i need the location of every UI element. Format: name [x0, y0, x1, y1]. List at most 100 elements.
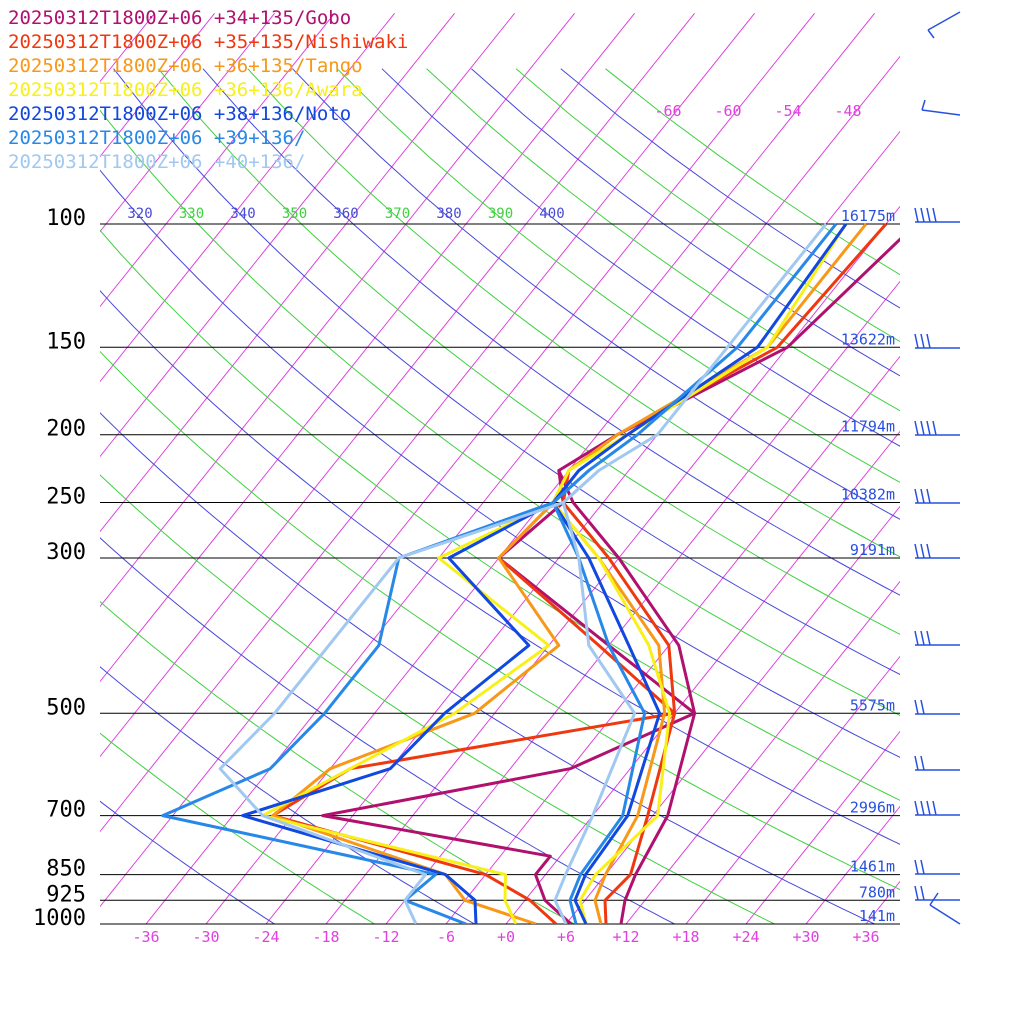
wind-barb [929, 904, 961, 925]
wind-barb-flag [914, 207, 919, 223]
series-lines [161, 223, 900, 924]
legend-entry: 20250312T1800Z+06 +35+135/Nishiwaki [8, 31, 408, 53]
isotherm-line [100, 12, 455, 458]
theta-label: 360 [333, 206, 358, 222]
pressure-label: 200 [46, 417, 86, 442]
height-label: 10382m [841, 486, 895, 504]
dry-adiabat-line [100, 229, 900, 801]
height-label: 1461m [850, 858, 895, 876]
isotherm-line [100, 12, 815, 908]
legend-entry: 20250312T1800Z+06 +38+136/Noto [8, 103, 351, 125]
temperature-tick-label: +12 [612, 928, 639, 946]
isotherm-label: -54 [774, 102, 801, 120]
background-lines [0, 12, 1024, 924]
dry-adiabat-line [292, 68, 900, 520]
isotherm-line [865, 880, 900, 924]
theta-label: 400 [539, 206, 564, 222]
wind-barb-flag [914, 755, 919, 771]
pressure-label: 250 [46, 485, 86, 510]
dewpoint-line [161, 469, 590, 924]
wind-barb-flag [914, 420, 919, 436]
temperature-tick-label: +18 [672, 928, 699, 946]
dry-adiabat-line [100, 169, 900, 758]
isotherm-line [565, 505, 900, 924]
dry-adiabat-line [157, 68, 900, 635]
isotherm-line [100, 12, 575, 608]
dewpoint-line [241, 469, 580, 924]
temperature-line [551, 223, 868, 924]
pressure-label: 300 [46, 540, 86, 565]
pressure-label: 150 [46, 329, 86, 354]
legend: 20250312T1800Z+06 +34+135/Gobo20250312T1… [8, 7, 408, 173]
wind-barb [927, 11, 961, 31]
temperature-tick-label: -12 [372, 928, 399, 946]
legend-entry: 20250312T1800Z+06 +34+135/Gobo [8, 7, 351, 29]
dry-adiabat-line [100, 732, 376, 924]
wind-barb-flag [914, 488, 919, 504]
dry-adiabat-line [202, 68, 900, 596]
dry-adiabat-line [100, 800, 276, 924]
wind-barb-flag [914, 630, 919, 646]
text-layer: 100 16175m 150 13622m 200 11794m 250 10382m 300 9… [33, 102, 895, 946]
isotherm-line [505, 430, 900, 924]
dry-adiabat-line [100, 412, 876, 924]
isotherm-line [100, 12, 635, 683]
temperature-tick-label: +6 [557, 928, 575, 946]
height-label: 780m [859, 883, 895, 901]
isotherm-label: -60 [714, 102, 741, 120]
legend-entry: 20250312T1800Z+06 +36+135/Tango [8, 55, 363, 77]
wind-barb-flag [926, 333, 931, 349]
isotherm-line [0, 13, 35, 924]
wind-barb-flag [914, 800, 919, 816]
wind-barb-flag [914, 859, 919, 875]
wind-barb-flag [920, 699, 925, 715]
wind-barb-flag [926, 630, 931, 646]
temperature-line [553, 223, 828, 924]
isotherm-line [100, 12, 755, 833]
legend-entry: 20250312T1800Z+06 +36+136/Awara [8, 79, 363, 101]
wind-barb-flag [920, 630, 925, 646]
dry-adiabat-line [336, 68, 900, 483]
wind-barb-flag [927, 29, 935, 39]
temperature-tick-label: +0 [497, 928, 515, 946]
isotherm-line [986, 13, 1024, 924]
dry-adiabat-line [100, 109, 900, 717]
pressure-label: 100 [46, 206, 86, 231]
pressure-label: 1000 [33, 906, 86, 931]
temperature-tick-label: -18 [312, 928, 339, 946]
dry-adiabat-line [247, 68, 900, 558]
pressure-label: 500 [46, 695, 86, 720]
isotherm-label: -66 [654, 102, 681, 120]
theta-label: 330 [179, 206, 204, 222]
isotherm-line [100, 12, 515, 533]
wind-barb-flag [926, 800, 931, 816]
temperature-tick-label: +24 [732, 928, 759, 946]
pressure-label: 925 [46, 882, 86, 907]
dry-adiabat-line [100, 474, 776, 924]
height-label: 11794m [841, 418, 895, 436]
isotherm-line [385, 280, 900, 924]
height-label: 2996m [850, 799, 895, 817]
isotherm-line [805, 805, 900, 924]
dry-adiabat-line [100, 666, 476, 924]
theta-label: 380 [436, 206, 461, 222]
isotherm-label: -48 [834, 102, 861, 120]
wind-barb-flag [920, 207, 925, 223]
wind-barb-flag [920, 333, 925, 349]
temperature-tick-label: +30 [792, 928, 819, 946]
wind-barb-flag [926, 420, 931, 436]
wind-barb-flag [914, 543, 919, 559]
isotherm-line [100, 12, 275, 233]
dry-adiabat-line [100, 601, 576, 924]
theta-label: 390 [488, 206, 513, 222]
theta-label: 340 [230, 206, 255, 222]
isotherm-line [325, 205, 900, 924]
wind-barb-flag [932, 800, 937, 816]
dewpoint-line [218, 469, 600, 924]
theta-label: 320 [127, 206, 152, 222]
dewpoint-line [321, 470, 697, 924]
wind-barb-flag [926, 207, 931, 223]
wind-barb-flag [920, 420, 925, 436]
height-label: 13622m [841, 330, 895, 348]
